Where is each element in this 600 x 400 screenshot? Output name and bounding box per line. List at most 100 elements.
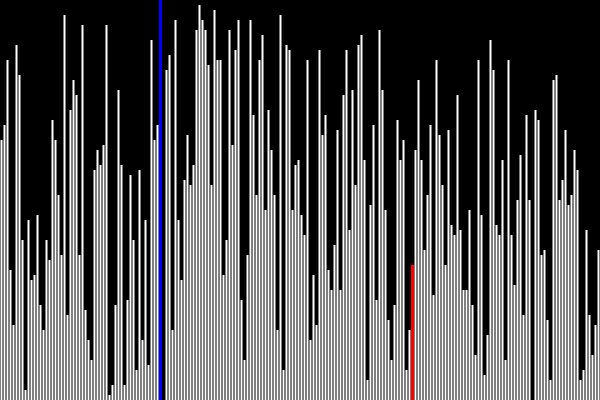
- array-bar: [549, 380, 552, 400]
- array-bar: [132, 240, 135, 400]
- array-bar: [594, 325, 597, 400]
- array-bar: [21, 240, 24, 400]
- array-bar: [501, 160, 504, 400]
- array-bar: [420, 160, 423, 400]
- array-bar: [150, 40, 153, 400]
- array-bar: [333, 245, 336, 400]
- array-bar: [69, 110, 72, 400]
- array-bar: [252, 115, 255, 400]
- array-bar: [555, 75, 558, 400]
- array-bar: [486, 335, 489, 400]
- array-bar: [384, 210, 387, 400]
- array-bar: [264, 210, 267, 400]
- array-bar: [294, 165, 297, 400]
- array-bar: [12, 325, 15, 400]
- array-bar: [270, 150, 273, 400]
- compare-marker-secondary: [411, 265, 414, 400]
- array-bar: [15, 45, 18, 400]
- array-bar: [336, 130, 339, 400]
- array-bar: [108, 395, 111, 400]
- array-bar: [180, 280, 183, 400]
- array-bar: [363, 160, 366, 400]
- array-bar: [288, 50, 291, 400]
- array-bar: [234, 50, 237, 400]
- array-bar: [153, 140, 156, 400]
- array-bar: [381, 90, 384, 400]
- array-bar: [441, 185, 444, 400]
- array-bar: [135, 370, 138, 400]
- array-bar: [240, 300, 243, 400]
- array-bar: [9, 270, 12, 400]
- array-bar: [306, 60, 309, 400]
- array-bar: [432, 295, 435, 400]
- array-bar: [540, 255, 543, 400]
- array-bar: [318, 50, 321, 400]
- array-bar: [498, 235, 501, 400]
- array-bar: [405, 370, 408, 400]
- array-bar: [558, 200, 561, 400]
- array-bar: [513, 285, 516, 400]
- array-bar: [528, 200, 531, 400]
- array-bar: [222, 275, 225, 400]
- array-bar: [462, 290, 465, 400]
- array-bar: [576, 170, 579, 400]
- array-bar: [141, 340, 144, 400]
- array-bar: [504, 360, 507, 400]
- array-bar: [399, 160, 402, 400]
- array-bar: [489, 40, 492, 400]
- array-bar: [105, 25, 108, 400]
- array-bar: [300, 215, 303, 400]
- array-bar: [456, 95, 459, 400]
- array-bar: [96, 150, 99, 400]
- array-bar: [495, 225, 498, 400]
- array-bar: [354, 185, 357, 400]
- array-bar: [99, 165, 102, 400]
- array-bar: [63, 15, 66, 400]
- array-bar: [246, 255, 249, 400]
- array-bar: [297, 160, 300, 400]
- array-bar: [219, 60, 222, 400]
- array-bar: [285, 45, 288, 400]
- array-bar: [93, 170, 96, 400]
- array-bar: [579, 380, 582, 400]
- array-bar: [33, 275, 36, 400]
- array-bar: [366, 380, 369, 400]
- array-bar: [321, 135, 324, 400]
- array-bar: [582, 370, 585, 400]
- array-bar: [309, 340, 312, 400]
- array-bar: [516, 200, 519, 400]
- array-bar: [30, 280, 33, 400]
- array-bar: [237, 20, 240, 400]
- array-bar: [369, 205, 372, 400]
- array-bar: [303, 235, 306, 400]
- array-bar: [459, 230, 462, 400]
- array-bar: [465, 290, 468, 400]
- array-bar: [345, 50, 348, 400]
- array-bar: [408, 330, 411, 400]
- array-bar: [360, 35, 363, 400]
- array-bar: [249, 20, 252, 400]
- array-bar: [3, 125, 6, 400]
- array-bar: [255, 195, 258, 400]
- array-bar: [525, 115, 528, 400]
- array-bar: [39, 305, 42, 400]
- array-bar: [54, 140, 57, 400]
- array-bar: [537, 120, 540, 400]
- array-bar: [126, 300, 129, 400]
- array-bar: [207, 65, 210, 400]
- array-bar: [390, 360, 393, 400]
- array-bar: [519, 155, 522, 400]
- array-bar: [192, 165, 195, 400]
- array-bar: [543, 250, 546, 400]
- array-bar: [144, 220, 147, 400]
- array-bar: [591, 355, 594, 400]
- array-bar: [534, 110, 537, 400]
- array-bar: [438, 135, 441, 400]
- array-bar: [339, 290, 342, 400]
- array-bar: [213, 10, 216, 400]
- array-bar: [282, 370, 285, 400]
- array-bar: [453, 235, 456, 400]
- array-bar: [372, 125, 375, 400]
